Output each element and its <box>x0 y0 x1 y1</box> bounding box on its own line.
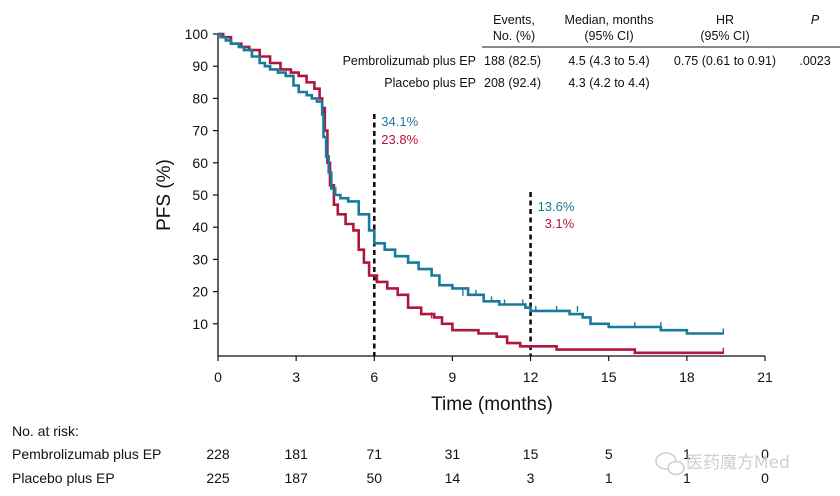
table-arm-placebo: Placebo plus EP <box>384 76 476 90</box>
table-median-pembro: 4.5 (4.3 to 5.4) <box>568 54 649 68</box>
at-risk-table: No. at risk: Pembrolizumab plus EP Place… <box>12 423 769 486</box>
x-tick-label-9: 9 <box>449 369 457 385</box>
y-tick-label-50: 50 <box>192 187 208 203</box>
header-hr-1: HR <box>716 13 734 27</box>
at-risk-value-placebo-6: 50 <box>366 470 382 486</box>
at-risk-value-pembro-21: 0 <box>761 446 769 462</box>
table-p-pembro: .0023 <box>799 54 830 68</box>
header-median-1: Median, months <box>565 13 654 27</box>
table-median-placebo: 4.3 (4.2 to 4.4) <box>568 76 649 90</box>
x-axis-title: Time (months) <box>431 394 553 415</box>
at-risk-value-placebo-15: 1 <box>605 470 613 486</box>
at-risk-value-pembro-3: 181 <box>284 446 308 462</box>
table-arm-pembro: Pembrolizumab plus EP <box>343 54 476 68</box>
x-tick-label-15: 15 <box>601 369 617 385</box>
at-risk-value-placebo-12: 3 <box>527 470 535 486</box>
y-tick-label-20: 20 <box>192 284 208 300</box>
header-hr-2: (95% CI) <box>700 29 749 43</box>
at-risk-value-pembro-15: 5 <box>605 446 613 462</box>
at-risk-value-placebo-21: 0 <box>761 470 769 486</box>
header-events-1: Events, <box>493 13 535 27</box>
y-axis-title: PFS (%) <box>154 159 175 231</box>
pembro-label-12mo: 13.6% <box>538 199 575 214</box>
x-tick-label-6: 6 <box>370 369 378 385</box>
table-hr-pembro: 0.75 (0.61 to 0.91) <box>674 54 776 68</box>
y-tick-label-10: 10 <box>192 316 208 332</box>
table-events-placebo: 208 (92.4) <box>484 76 541 90</box>
at-risk-value-pembro-18: 1 <box>683 446 691 462</box>
axes: 0 3 6 9 12 15 18 21 10 20 30 40 50 60 70 80 90 100 <box>185 26 773 385</box>
header-p: P <box>811 13 820 27</box>
y-tick-label-60: 60 <box>192 155 208 171</box>
at-risk-value-pembro-12: 15 <box>523 446 539 462</box>
x-tick-label-3: 3 <box>292 369 300 385</box>
at-risk-value-placebo-0: 225 <box>206 470 230 486</box>
y-tick-label-40: 40 <box>192 219 208 235</box>
at-risk-title: No. at risk: <box>12 423 79 439</box>
at-risk-arm-pembro: Pembrolizumab plus EP <box>12 446 161 462</box>
header-median-2: (95% CI) <box>584 29 633 43</box>
at-risk-value-pembro-9: 31 <box>445 446 461 462</box>
watermark-text: 医药魔方Med <box>686 453 790 473</box>
y-tick-label-80: 80 <box>192 90 208 106</box>
y-tick-label-70: 70 <box>192 123 208 139</box>
header-events-2: No. (%) <box>493 29 535 43</box>
placebo-label-12mo: 3.1% <box>545 216 575 231</box>
watermark: 医药魔方Med <box>655 452 790 476</box>
y-tick-label-90: 90 <box>192 58 208 74</box>
y-tick-label-30: 30 <box>192 251 208 267</box>
at-risk-arm-placebo: Placebo plus EP <box>12 470 115 486</box>
curve-pembro <box>218 32 724 335</box>
x-tick-label-21: 21 <box>757 369 773 385</box>
at-risk-value-placebo-3: 187 <box>284 470 308 486</box>
at-risk-value-placebo-18: 1 <box>683 470 691 486</box>
curve-placebo <box>218 32 724 355</box>
at-risk-value-placebo-9: 14 <box>445 470 461 486</box>
at-risk-value-pembro-0: 228 <box>206 446 230 462</box>
x-tick-label-18: 18 <box>679 369 695 385</box>
summary-table: Events, No. (%) Median, months (95% CI) … <box>343 13 840 90</box>
y-tick-label-100: 100 <box>185 26 209 42</box>
wechat-icon <box>655 452 685 476</box>
x-tick-label-0: 0 <box>214 369 222 385</box>
pembro-label-6mo: 34.1% <box>381 114 418 129</box>
placebo-label-6mo: 23.8% <box>381 132 418 147</box>
table-events-pembro: 188 (82.5) <box>484 54 541 68</box>
at-risk-value-pembro-6: 71 <box>366 446 382 462</box>
x-tick-label-12: 12 <box>523 369 539 385</box>
